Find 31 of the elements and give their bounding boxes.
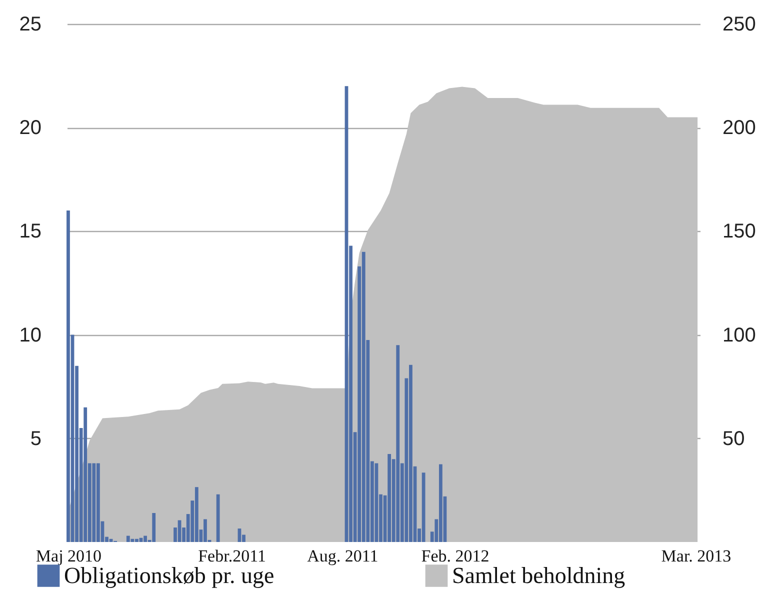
bar (152, 512, 156, 542)
bar (66, 210, 70, 542)
bar (362, 252, 366, 542)
bar (84, 407, 88, 542)
bar (92, 463, 96, 542)
y2-tick-label: 50 (722, 428, 745, 450)
x-tick-label: Febr.2011 (198, 546, 266, 566)
legend-label: Samlet beholdning (452, 562, 626, 588)
y-tick-label: 20 (19, 117, 42, 140)
bar (216, 494, 220, 542)
bar (194, 487, 198, 542)
x-tick-label: Aug. 2011 (307, 546, 378, 566)
x-tick-label: Feb. 2012 (421, 546, 490, 566)
y2-tick-label: 250 (722, 14, 756, 36)
bar (422, 472, 426, 542)
y-tick-label: 5 (30, 428, 42, 450)
bar (396, 345, 400, 542)
x-tick-label: Maj 2010 (36, 546, 102, 566)
bar (130, 538, 134, 542)
y-tick-label: 15 (19, 220, 42, 243)
x-tick-label: Mar. 2013 (661, 546, 732, 566)
y2-tick-label: 100 (722, 324, 756, 346)
bar (96, 463, 100, 542)
legend-label: Obligationskøb pr. uge (64, 562, 274, 588)
y2-tick-label: 200 (722, 117, 756, 140)
y-tick-label: 10 (19, 324, 42, 346)
bar (126, 536, 130, 542)
y-tick-label: 25 (19, 14, 42, 36)
bar (438, 464, 442, 542)
y2-tick-label: 150 (722, 220, 756, 243)
bar (388, 454, 392, 542)
